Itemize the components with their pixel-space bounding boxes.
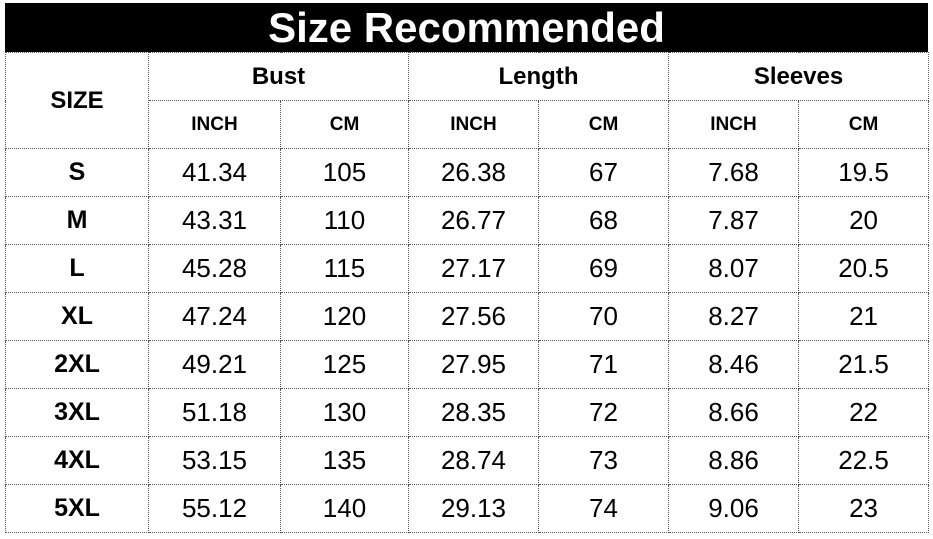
size-cell: 5XL: [5, 484, 149, 533]
size-cell: S: [5, 148, 149, 197]
value-cell: 115: [280, 244, 409, 293]
value-cell: 21: [798, 292, 930, 341]
value-cell: 140: [280, 484, 409, 533]
size-table: SIZE Bust Length Sleeves INCH CM INCH CM INCH CM S…: [5, 52, 930, 533]
value-cell: 69: [537, 244, 670, 293]
value-cell: 105: [280, 148, 409, 197]
value-cell: 8.46: [668, 340, 800, 389]
data-row: 4XL 53.15 135 28.74 73 8.86 22.5: [5, 436, 930, 485]
value-cell: 68: [537, 196, 670, 245]
value-cell: 49.21: [148, 340, 281, 389]
title-bar: Size Recommended: [5, 3, 928, 52]
unit-row: INCH CM INCH CM INCH CM: [6, 100, 930, 149]
value-cell: 47.24: [148, 292, 281, 341]
value-cell: 55.12: [148, 484, 281, 533]
value-cell: 22.5: [798, 436, 930, 485]
value-cell: 26.38: [408, 148, 539, 197]
value-cell: 41.34: [148, 148, 281, 197]
value-cell: 27.17: [408, 244, 539, 293]
value-cell: 74: [537, 484, 670, 533]
value-cell: 135: [280, 436, 409, 485]
data-row: L 45.28 115 27.17 69 8.07 20.5: [5, 244, 930, 293]
value-cell: 9.06: [668, 484, 800, 533]
value-cell: 20: [798, 196, 930, 245]
value-cell: 130: [280, 388, 409, 437]
value-cell: 19.5: [798, 148, 930, 197]
value-cell: 26.77: [408, 196, 539, 245]
value-cell: 120: [280, 292, 409, 341]
data-row: 2XL 49.21 125 27.95 71 8.46 21.5: [5, 340, 930, 389]
value-cell: 8.07: [668, 244, 800, 293]
unit-header: CM: [537, 100, 670, 149]
size-cell: 4XL: [5, 436, 149, 485]
value-cell: 51.18: [148, 388, 281, 437]
value-cell: 23: [798, 484, 930, 533]
data-row: S 41.34 105 26.38 67 7.68 19.5: [5, 148, 930, 197]
unit-header: INCH: [408, 100, 539, 149]
size-cell: XL: [5, 292, 149, 341]
value-cell: 8.27: [668, 292, 800, 341]
size-cell: 3XL: [5, 388, 149, 437]
value-cell: 72: [537, 388, 670, 437]
value-cell: 7.87: [668, 196, 800, 245]
unit-header: CM: [280, 100, 409, 149]
size-cell: L: [5, 244, 149, 293]
value-cell: 7.68: [668, 148, 800, 197]
value-cell: 53.15: [148, 436, 281, 485]
value-cell: 45.28: [148, 244, 281, 293]
value-cell: 8.66: [668, 388, 800, 437]
unit-header: INCH: [148, 100, 281, 149]
group-header: Length: [407, 52, 670, 101]
value-cell: 125: [280, 340, 409, 389]
value-cell: 28.74: [408, 436, 539, 485]
unit-header: INCH: [668, 100, 800, 149]
value-cell: 70: [537, 292, 670, 341]
value-cell: 67: [537, 148, 670, 197]
header-row: SIZE Bust Length Sleeves: [5, 52, 930, 149]
size-cell: 2XL: [5, 340, 149, 389]
value-cell: 8.86: [668, 436, 800, 485]
value-cell: 20.5: [798, 244, 930, 293]
unit-header: CM: [798, 100, 930, 149]
data-row: 3XL 51.18 130 28.35 72 8.66 22: [5, 388, 930, 437]
value-cell: 27.95: [408, 340, 539, 389]
value-cell: 110: [280, 196, 409, 245]
value-cell: 43.31: [148, 196, 281, 245]
value-cell: 21.5: [798, 340, 930, 389]
value-cell: 71: [537, 340, 670, 389]
value-cell: 27.56: [408, 292, 539, 341]
data-row: XL 47.24 120 27.56 70 8.27 21: [5, 292, 930, 341]
value-cell: 73: [537, 436, 670, 485]
data-row: 5XL 55.12 140 29.13 74 9.06 23: [5, 484, 930, 533]
group-header: Sleeves: [668, 52, 930, 101]
size-cell: M: [5, 196, 149, 245]
value-cell: 22: [798, 388, 930, 437]
group-header: Bust: [148, 52, 409, 101]
size-header: SIZE: [5, 52, 149, 149]
value-cell: 28.35: [408, 388, 539, 437]
data-row: M 43.31 110 26.77 68 7.87 20: [5, 196, 930, 245]
value-cell: 29.13: [408, 484, 539, 533]
